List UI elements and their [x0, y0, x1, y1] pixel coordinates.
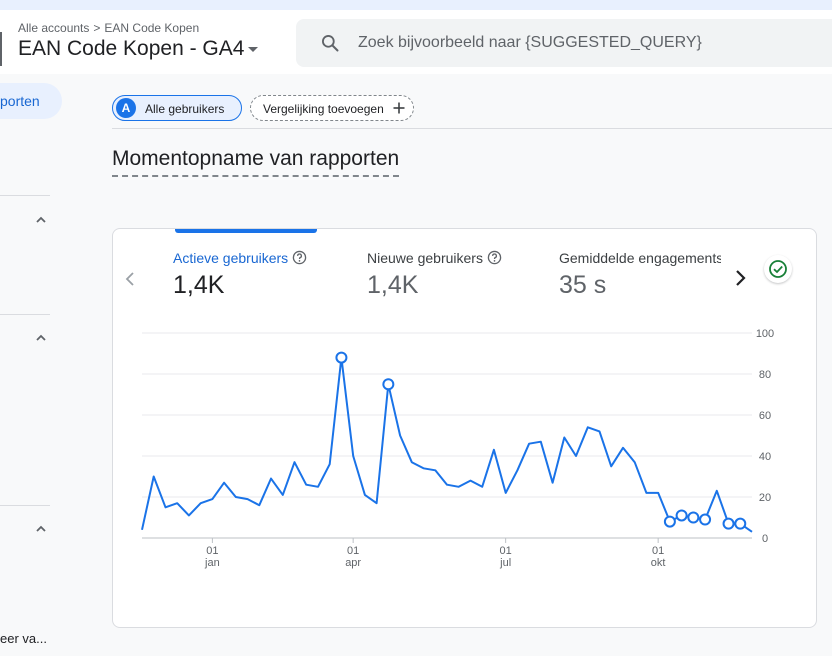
- sidebar-item-reports[interactable]: porten: [0, 83, 62, 119]
- anomaly-point: [663, 515, 676, 528]
- anomaly-point: [699, 513, 712, 526]
- sidebar-divider: [0, 314, 50, 315]
- anomaly-point: [335, 351, 348, 364]
- metric-tab-new-users[interactable]: Nieuwe gebruikers 1,4K: [367, 249, 547, 300]
- sidebar-item-label: porten: [0, 93, 40, 109]
- segment-chip[interactable]: A Alle gebruikers: [112, 95, 242, 121]
- chevron-left-icon[interactable]: [123, 271, 139, 287]
- y-tick-label: 20: [759, 492, 771, 504]
- active-tab-indicator: [175, 229, 317, 233]
- x-tick-month: okt: [651, 557, 666, 569]
- metrics-card: Actieve gebruikers 1,4K Nieuwe gebruiker…: [112, 228, 817, 628]
- help-circle-icon[interactable]: [487, 250, 502, 265]
- property-selector[interactable]: EAN Code Kopen - GA4: [18, 37, 259, 61]
- metric-tab-active-users[interactable]: Actieve gebruikers 1,4K: [173, 249, 353, 300]
- filter-divider: [112, 128, 832, 129]
- metric-label: Nieuwe gebruikers: [367, 249, 483, 266]
- y-tick-label: 0: [762, 533, 768, 545]
- x-tick-day: 01: [206, 545, 218, 557]
- anomaly-point: [675, 509, 688, 522]
- search-icon: [322, 35, 339, 52]
- y-tick-label: 80: [759, 369, 771, 381]
- y-tick-label: 40: [759, 451, 771, 463]
- metric-label: Actieve gebruikers: [173, 249, 289, 266]
- x-tick-day: 01: [652, 545, 664, 557]
- anomaly-point: [687, 511, 700, 524]
- x-tick-month: apr: [345, 557, 361, 569]
- page-title: Momentopname van rapporten: [112, 147, 400, 177]
- segment-avatar: A: [116, 98, 136, 118]
- series-line: [141, 356, 753, 533]
- x-tick-day: 01: [500, 545, 512, 557]
- add-comparison-button[interactable]: Vergelijking toevoegen: [250, 95, 414, 121]
- anomaly-point: [382, 378, 395, 391]
- y-tick-label: 100: [756, 328, 774, 340]
- metric-value: 1,4K: [367, 271, 419, 299]
- check-circle-icon: [769, 260, 787, 278]
- chevron-up-icon[interactable]: [34, 522, 48, 536]
- breadcrumb-accounts[interactable]: Alle accounts: [18, 21, 90, 35]
- metric-label: Gemiddelde engagementstijd: [559, 249, 721, 266]
- sidebar-divider: [0, 505, 50, 506]
- segment-label: Alle gebruikers: [145, 102, 225, 116]
- x-tick-month: jul: [499, 557, 511, 569]
- sidebar-divider: [0, 195, 50, 196]
- chevron-right-icon: >: [93, 21, 101, 35]
- compare-label: Vergelijking toevoegen: [263, 102, 384, 116]
- sidebar-item-bottom[interactable]: eer va...: [0, 631, 47, 646]
- chevron-up-icon[interactable]: [34, 213, 48, 227]
- caret-down-icon: [248, 46, 259, 52]
- metric-tab-engagement-time[interactable]: Gemiddelde engagementstijd 35 s: [559, 249, 721, 300]
- property-name: EAN Code Kopen - GA4: [18, 37, 245, 60]
- insights-status[interactable]: [764, 255, 792, 283]
- y-tick-label: 60: [759, 410, 771, 422]
- anomaly-point: [734, 517, 747, 530]
- help-circle-icon[interactable]: [292, 250, 307, 265]
- breadcrumb: Alle accounts > EAN Code Kopen: [18, 21, 199, 35]
- menu-edge[interactable]: [0, 32, 2, 66]
- chevron-right-icon[interactable]: [731, 269, 749, 287]
- top-strip: [0, 0, 832, 10]
- app-header: Alle accounts > EAN Code Kopen EAN Code Ko…: [0, 10, 832, 74]
- x-tick-month: jan: [204, 557, 220, 569]
- x-tick-day: 01: [347, 545, 359, 557]
- search-bar[interactable]: [296, 19, 832, 67]
- anomaly-point: [722, 517, 735, 530]
- plus-icon: [393, 102, 405, 114]
- chevron-up-icon[interactable]: [34, 331, 48, 345]
- metric-value: 35 s: [559, 271, 607, 299]
- search-input[interactable]: [358, 31, 798, 55]
- breadcrumb-account[interactable]: EAN Code Kopen: [104, 21, 200, 35]
- metric-value: 1,4K: [173, 271, 225, 299]
